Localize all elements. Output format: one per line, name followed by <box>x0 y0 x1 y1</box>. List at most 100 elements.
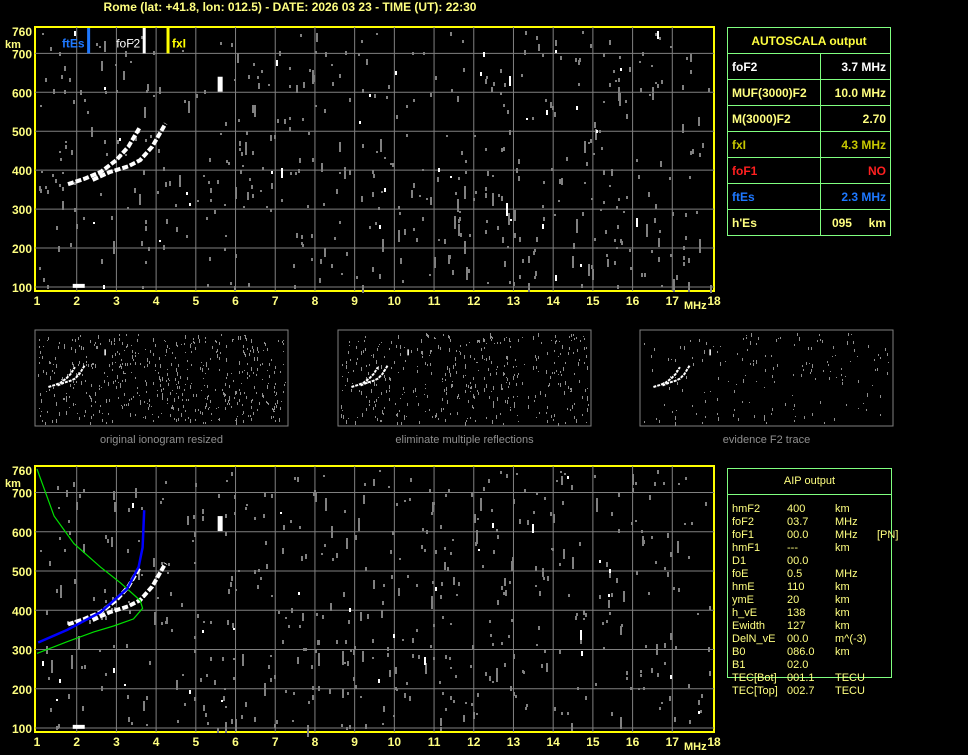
thumbnail-noise <box>547 352 548 355</box>
thumbnail-noise <box>518 339 519 342</box>
noise-echo <box>348 620 350 624</box>
noise-echo <box>630 267 632 270</box>
noise-echo <box>507 110 509 114</box>
thumbnail-noise <box>249 375 250 377</box>
aip-value: 400 <box>787 503 806 515</box>
noise-echo <box>47 190 49 194</box>
noise-echo <box>355 535 357 540</box>
thumbnail-noise <box>535 355 536 358</box>
noise-echo <box>159 87 161 94</box>
noise-echo <box>413 228 415 231</box>
thumbnail-noise <box>506 377 507 378</box>
thumbnail-noise <box>675 377 676 378</box>
aip-row: TEC[Bot] 001.1 TECU <box>732 672 902 685</box>
noise-echo <box>119 138 121 141</box>
noise-echo <box>638 688 640 690</box>
noise-echo <box>274 135 276 139</box>
thumbnail-noise <box>491 339 492 341</box>
thumbnail-noise <box>174 418 175 420</box>
thumbnail-noise <box>402 394 403 395</box>
noise-echo <box>41 171 43 173</box>
aip-unit: km <box>835 646 850 658</box>
x-tick-label: 14 <box>546 735 560 749</box>
noise-echo <box>223 696 225 701</box>
aip-row: h_vE 138 km <box>732 607 902 620</box>
x-tick-label: 6 <box>232 294 239 308</box>
thumbnail-noise <box>357 358 358 360</box>
thumbnail-noise <box>244 335 245 336</box>
noise-echo <box>594 238 596 241</box>
thumbnail-noise <box>728 381 729 382</box>
thumbnail-noise <box>274 411 275 412</box>
thumbnail-noise <box>533 336 534 340</box>
noise-echo <box>616 206 618 209</box>
x-tick-label: 11 <box>428 735 441 749</box>
thumbnail-noise <box>202 368 203 372</box>
noise-echo <box>224 248 226 251</box>
thumbnail-noise <box>124 350 125 351</box>
thumbnail-noise <box>558 374 559 375</box>
noise-echo <box>355 685 357 689</box>
thumbnail-noise <box>456 350 457 352</box>
noise-echo <box>74 208 76 212</box>
noise-echo <box>645 645 647 648</box>
thumbnail-noise <box>528 407 529 409</box>
thumbnail-noise <box>404 415 405 418</box>
noise-echo <box>524 50 526 55</box>
thumbnail-noise <box>274 386 275 389</box>
noise-echo <box>203 621 205 623</box>
thumbnail-noise <box>267 402 268 404</box>
thumbnail-noise <box>169 380 170 381</box>
noise-echo <box>508 213 510 225</box>
thumbnail-noise <box>880 414 881 416</box>
noise-echo <box>471 493 473 497</box>
thumbnail-noise <box>350 359 351 361</box>
thumbnail-noise <box>500 413 501 415</box>
noise-echo <box>281 168 283 178</box>
noise-echo <box>593 153 595 155</box>
thumbnail-noise <box>223 392 224 395</box>
noise-echo <box>429 274 431 276</box>
thumbnail-noise <box>275 403 276 405</box>
noise-echo <box>491 87 493 92</box>
thumbnail-noise <box>484 377 485 380</box>
thumbnail-noise <box>484 347 485 349</box>
noise-echo <box>285 690 287 693</box>
noise-echo <box>311 665 313 669</box>
thumbnail-noise <box>162 377 163 381</box>
noise-echo <box>553 514 555 523</box>
thumbnail-noise <box>56 364 57 368</box>
noise-echo <box>157 191 159 194</box>
thumbnail-noise <box>205 406 206 409</box>
noise-echo <box>648 193 650 197</box>
noise-echo <box>367 614 369 619</box>
thumbnail-noise <box>219 418 220 421</box>
thumbnail-noise <box>501 384 502 387</box>
thumbnail-noise <box>513 377 514 380</box>
noise-echo <box>74 579 76 584</box>
thumbnail-noise <box>551 340 552 341</box>
noise-echo <box>578 60 580 65</box>
noise-echo <box>528 283 530 292</box>
noise-echo <box>158 149 160 153</box>
noise-echo <box>254 570 256 574</box>
thumbnail-noise <box>95 392 96 396</box>
fitted-trace <box>37 510 146 644</box>
noise-echo <box>659 37 661 40</box>
thumbnail-noise <box>384 407 385 409</box>
y-tick-label: 100 <box>12 281 32 295</box>
thumbnail-noise <box>450 413 451 415</box>
noise-echo <box>143 701 145 711</box>
noise-echo <box>575 58 577 62</box>
thumbnail-noise <box>503 423 504 425</box>
noise-echo <box>192 540 194 542</box>
noise-echo <box>591 265 593 269</box>
noise-echo <box>217 728 219 733</box>
thumbnail-noise <box>209 407 210 408</box>
thumbnail-noise <box>488 368 489 371</box>
thumbnail-noise <box>384 356 385 358</box>
noise-echo <box>413 99 415 102</box>
thumbnail-noise <box>215 340 216 342</box>
noise-echo <box>603 647 605 649</box>
thumbnail-noise <box>390 378 391 381</box>
